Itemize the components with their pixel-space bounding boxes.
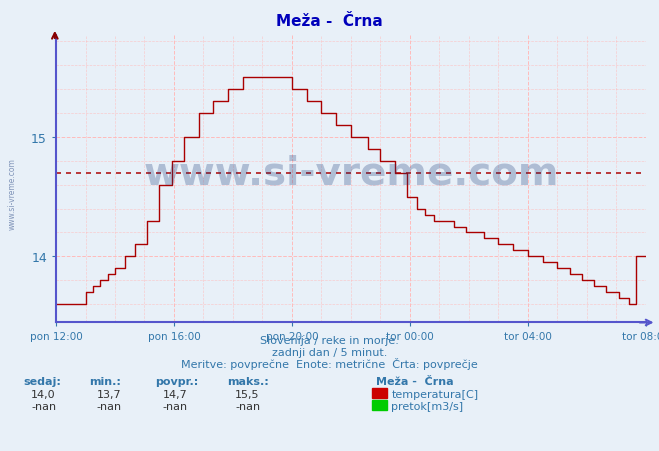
Text: sedaj:: sedaj: <box>23 376 61 386</box>
Text: -nan: -nan <box>31 401 56 411</box>
Text: -nan: -nan <box>235 401 260 411</box>
Text: -nan: -nan <box>163 401 188 411</box>
Text: Slovenija / reke in morje.: Slovenija / reke in morje. <box>260 336 399 345</box>
Text: temperatura[C]: temperatura[C] <box>391 389 478 399</box>
Text: Meža -  Črna: Meža - Črna <box>376 376 453 386</box>
Text: 15,5: 15,5 <box>235 390 260 400</box>
Text: povpr.:: povpr.: <box>155 376 198 386</box>
Text: 13,7: 13,7 <box>97 390 121 400</box>
Text: 14,0: 14,0 <box>31 390 55 400</box>
Text: Meža -  Črna: Meža - Črna <box>276 14 383 29</box>
Text: 14,7: 14,7 <box>163 390 188 400</box>
Text: pretok[m3/s]: pretok[m3/s] <box>391 401 463 411</box>
Text: maks.:: maks.: <box>227 376 269 386</box>
Text: zadnji dan / 5 minut.: zadnji dan / 5 minut. <box>272 347 387 357</box>
Text: www.si-vreme.com: www.si-vreme.com <box>7 158 16 230</box>
Text: Meritve: povprečne  Enote: metrične  Črta: povprečje: Meritve: povprečne Enote: metrične Črta:… <box>181 357 478 369</box>
Text: www.si-vreme.com: www.si-vreme.com <box>143 155 559 193</box>
Text: min.:: min.: <box>89 376 121 386</box>
Text: -nan: -nan <box>97 401 122 411</box>
